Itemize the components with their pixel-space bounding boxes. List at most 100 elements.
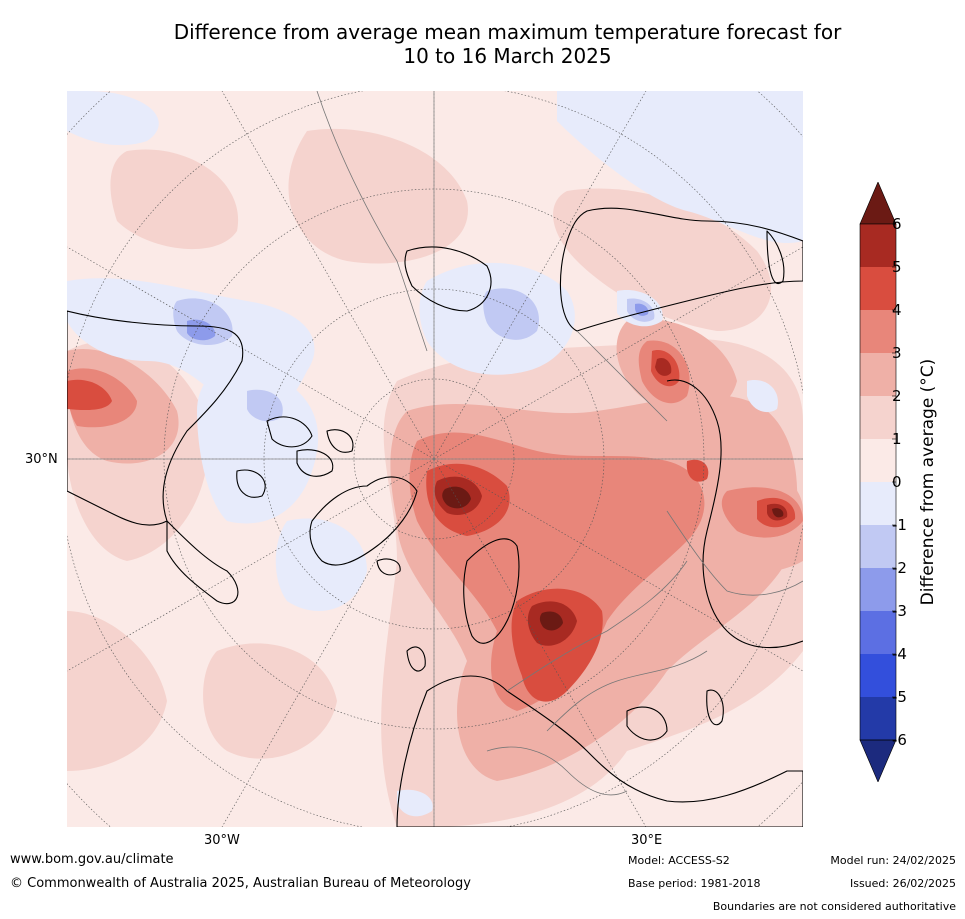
gridline-meridian [433,458,803,672]
model-run-date: Model run: 24/02/2025 [830,854,956,867]
coastline-inland-sea [626,706,668,741]
title-line-2: 10 to 16 March 2025 [403,44,612,68]
colorbar-arrow-bottom [859,739,897,782]
colorbar-tick-label: -1 [892,516,907,534]
anomaly-region [635,303,649,316]
gridline-meridian [433,458,647,827]
country-border [666,510,803,596]
coastline-scandinavia [463,538,520,644]
temperature-anomaly-map [67,91,803,827]
copyright-notice: © Commonwealth of Australia 2025, Austra… [10,876,471,891]
colorbar-band-m1-0 [860,482,896,525]
anomaly-region [247,389,283,422]
boundaries-disclaimer: Boundaries are not considered authoritat… [712,900,956,913]
map-svg [67,91,803,827]
coastline-island [266,416,313,448]
title-line-1: Difference from average mean maximum tem… [173,20,842,44]
coastline-europe [396,675,803,827]
coastline-island [766,230,785,284]
coastline-island [326,429,354,453]
colorbar-tick-label: 5 [892,258,902,276]
anomaly-region [747,380,778,413]
colorbar-band-5-6 [860,224,896,267]
colorbar-band-4-5 [860,267,896,310]
colorbar-band-m6-m5 [860,697,896,740]
anomaly-region [67,611,167,771]
colorbar-tick-label: 1 [892,430,902,448]
anomaly-region [288,128,468,264]
colorbar-tick-label: 3 [892,344,902,362]
colorbar-arrow-top [859,182,897,225]
colorbar-band-m5-m4 [860,654,896,697]
colorbar-band-1-2 [860,396,896,439]
anomaly-region [442,486,471,509]
anomaly-region [67,379,112,411]
colorbar-band-0-1 [860,439,896,482]
colorbar-label: Difference from average (°C) [918,358,938,606]
colorbar-tick-label: -6 [892,731,907,749]
colorbar-tick-label: -3 [892,602,907,620]
website-link[interactable]: www.bom.gov.au/climate [10,852,174,867]
coastline-siberia [559,207,803,332]
gridline-meridian [67,246,435,460]
colorbar-tick-label: 0 [892,473,902,491]
anomaly-region [203,643,337,759]
model-name: Model: ACCESS-S2 [628,854,730,867]
anomaly-region [275,518,367,611]
country-borders [316,91,803,796]
country-border [316,91,428,352]
gridline-meridian [221,91,435,460]
colorbar-tick-label: -2 [892,559,907,577]
coastline-asia [666,379,803,649]
colorbar-tick-label: -4 [892,645,907,663]
country-border [506,560,688,692]
country-border [546,650,708,732]
colorbar-band-m2-m1 [860,525,896,568]
country-border [576,330,668,422]
anomaly-region [539,611,563,631]
colorbar-band-3-4 [860,310,896,353]
anomaly-region [553,188,772,331]
anomaly-region [67,91,159,146]
anomaly-region [197,369,319,524]
anomaly-minus1-0-regions [67,91,803,817]
anomaly-above-6-regions [442,486,784,631]
gridline-meridian [433,246,803,460]
coastline-island [236,469,266,498]
reference-gridlines [67,91,803,827]
colorbar-tick-label: 2 [892,387,902,405]
colorbar-tick-marks [892,223,896,741]
issued-date: Issued: 26/02/2025 [849,877,956,890]
anomaly-region [686,459,709,482]
colorbar-band-2-3 [860,353,896,396]
longitude-label-30e: 30°E [631,833,663,848]
coastline-north-america [67,310,244,526]
coastline-arctic-island [404,246,492,312]
gridline-meridian [221,458,435,827]
coastline-iceland [376,558,401,576]
longitude-label-30w: 30°W [204,833,240,848]
anomaly-region [772,508,784,518]
coastline-inland-sea [706,689,724,726]
colorbar [859,182,897,782]
colorbar-tick-label: 4 [892,301,902,319]
anomaly-region [655,357,672,376]
map-title: Difference from average mean maximum tem… [80,20,935,68]
anomaly-region [397,789,433,817]
colorbar-tick-label: 6 [892,215,902,233]
country-border [486,746,628,796]
coastline-greenland [309,476,418,566]
base-period: Base period: 1981-2018 [628,877,761,890]
coastlines [67,207,803,827]
coastline-island [296,449,334,477]
colorbar-band-m3-m2 [860,568,896,611]
gridline-meridian [433,91,647,460]
coastline-british-isles [406,646,426,672]
gridline-meridian [67,458,435,672]
coastline-hudson-bay [166,520,239,605]
longitude-gridlines [67,91,803,827]
colorbar-tick-label: -5 [892,688,907,706]
anomaly-region [557,91,803,244]
latitude-label-30n: 30°N [25,452,58,467]
